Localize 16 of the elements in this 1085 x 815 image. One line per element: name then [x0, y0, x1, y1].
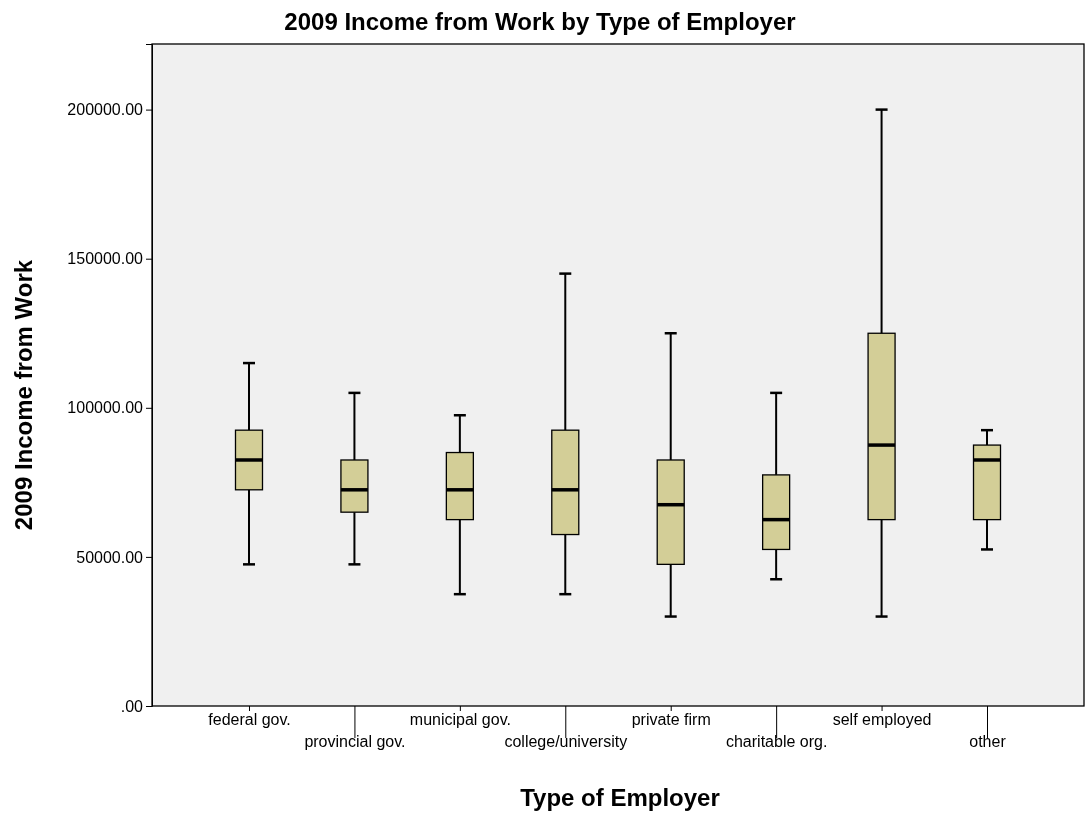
chart-title: 2009 Income from Work by Type of Employer: [284, 8, 796, 35]
x-tick-label: provincial gov.: [304, 733, 406, 751]
y-tick-label: 150000.00: [67, 250, 144, 268]
x-tick-label: municipal gov.: [409, 711, 511, 729]
x-axis-title: Type of Employer: [520, 784, 720, 811]
x-tick-label: self employed: [832, 711, 932, 729]
y-tick-label: 100000.00: [67, 399, 144, 417]
y-tick-label: .00: [120, 697, 144, 715]
y-tick-label: 50000.00: [76, 548, 144, 566]
x-tick-label: other: [969, 733, 1007, 751]
y-tick-label: 200000.00: [67, 101, 144, 119]
x-tick-label: college/university: [504, 733, 628, 751]
x-tick-label: charitable org.: [725, 733, 828, 751]
x-tick-label: federal gov.: [208, 711, 291, 729]
y-axis-title: 2009 Income from Work: [10, 259, 37, 531]
x-tick-label: private firm: [631, 711, 711, 729]
